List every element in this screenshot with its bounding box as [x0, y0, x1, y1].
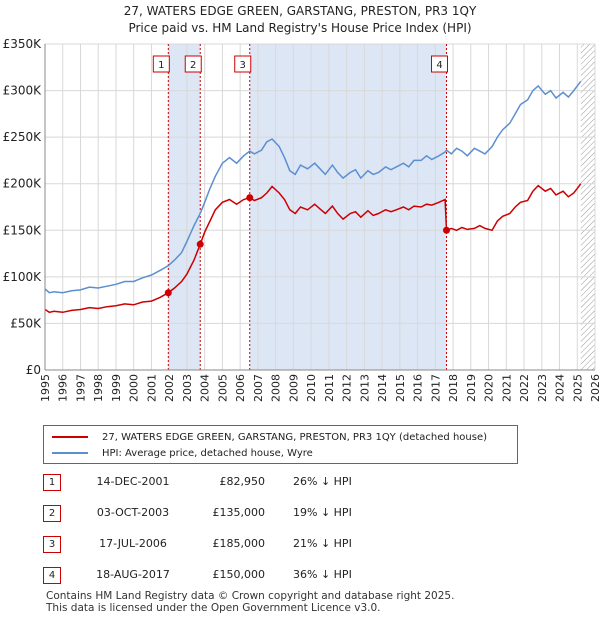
sale-date: 03-OCT-2003 — [96, 506, 170, 519]
sale-point — [246, 194, 254, 202]
sale-point — [164, 289, 172, 297]
x-tick-label: 2001 — [145, 374, 158, 402]
sale-price: £150,000 — [212, 568, 266, 581]
legend-item-property: 27, WATERS EDGE GREEN, GARSTANG, PRESTON… — [52, 430, 487, 444]
sale-point — [196, 240, 204, 248]
y-tick-label: £250K — [3, 130, 43, 144]
sale-number-badge: 1 — [43, 474, 61, 491]
x-tick-label: 2012 — [341, 374, 354, 402]
x-tick-label: 2013 — [358, 374, 371, 402]
x-tick-label: 2019 — [465, 374, 478, 402]
legend-swatch-hpi — [52, 452, 88, 454]
sale-label-box — [234, 55, 252, 73]
sale-price: £185,000 — [212, 537, 266, 550]
x-tick-label: 2003 — [181, 374, 194, 402]
sale-number-badge: 4 — [43, 567, 61, 584]
hpi-line — [44, 80, 582, 294]
legend-swatch-property — [52, 436, 88, 438]
sale-label-text: 3 — [240, 60, 246, 71]
x-tick-label: 2021 — [500, 374, 513, 402]
sale-price: £82,950 — [219, 475, 266, 488]
x-tick-label: 2016 — [412, 374, 425, 402]
legend-label-hpi: HPI: Average price, detached house, Wyre — [102, 447, 313, 459]
x-tick-label: 2010 — [305, 374, 318, 402]
sale-label-box — [184, 55, 202, 73]
y-tick-label: £150K — [3, 223, 43, 237]
price-chart: 1 2 3 4 £0 £50K £100K £150K £200K £250K £300K £350… — [3, 37, 600, 402]
y-tick-label: £100K — [3, 270, 43, 284]
x-tick-label: 2018 — [447, 374, 460, 402]
footer-copyright: Contains HM Land Registry data © Crown c… — [46, 590, 455, 602]
sale-label-box — [152, 55, 170, 73]
x-tick-label: 2024 — [554, 374, 567, 402]
footer-licence: This data is licensed under the Open Gov… — [46, 602, 381, 614]
x-tick-label: 2023 — [536, 374, 549, 402]
x-tick-label: 2020 — [483, 374, 496, 402]
sale-label-box — [431, 55, 448, 73]
x-tick-label: 2000 — [128, 374, 141, 402]
x-tick-label: 2009 — [287, 374, 300, 402]
x-tick-label: 1998 — [92, 374, 105, 402]
sale-price: £135,000 — [212, 506, 266, 519]
x-tick-label: 2008 — [270, 374, 283, 402]
x-tick-label: 1997 — [74, 374, 87, 402]
sale-date: 14-DEC-2001 — [96, 475, 170, 488]
x-tick-label: 2005 — [216, 374, 229, 402]
sale-row: 4 18-AUG-2017 £150,000 36% ↓ HPI — [43, 567, 523, 585]
legend-item-hpi: HPI: Average price, detached house, Wyre — [52, 446, 313, 460]
legend-label-property: 27, WATERS EDGE GREEN, GARSTANG, PRESTON… — [102, 431, 487, 443]
sale-row: 3 17-JUL-2006 £185,000 21% ↓ HPI — [43, 536, 523, 554]
x-tick-label: 2025 — [571, 374, 584, 402]
sale-hpi-diff: 26% ↓ HPI — [293, 475, 352, 488]
x-tick-label: 1996 — [57, 374, 70, 402]
sale-number-badge: 2 — [43, 505, 61, 522]
x-tick-label: 2002 — [163, 374, 176, 402]
property-price-line — [44, 183, 582, 314]
ownership-span — [168, 44, 201, 370]
y-tick-label: £300K — [3, 84, 43, 98]
x-tick-label: 2015 — [394, 374, 407, 402]
x-tick-label: 2026 — [589, 374, 600, 402]
y-tick-label: £0 — [26, 363, 41, 377]
y-tick-label: £200K — [3, 177, 43, 191]
x-tick-label: 2022 — [518, 374, 531, 402]
x-tick-label: 2014 — [376, 374, 389, 402]
x-tick-label: 2017 — [429, 374, 442, 402]
sale-point — [443, 226, 450, 234]
sale-number-badge: 3 — [43, 536, 61, 553]
chart-title-line1: 27, WATERS EDGE GREEN, GARSTANG, PRESTON… — [123, 4, 477, 18]
x-tick-label: 2004 — [199, 374, 212, 402]
chart-title-line2: Price paid vs. HM Land Registry's House … — [128, 21, 472, 35]
x-tick-label: 2006 — [234, 374, 247, 402]
sale-hpi-diff: 21% ↓ HPI — [293, 537, 352, 550]
sale-hpi-diff: 19% ↓ HPI — [293, 506, 352, 519]
x-tick-label: 1995 — [39, 374, 52, 402]
y-tick-label: £350K — [3, 37, 43, 51]
forecast-hatch — [580, 44, 595, 370]
chart-legend: 27, WATERS EDGE GREEN, GARSTANG, PRESTON… — [43, 425, 518, 464]
sale-row: 1 14-DEC-2001 £82,950 26% ↓ HPI — [43, 474, 523, 492]
x-tick-label: 2007 — [252, 374, 265, 402]
x-tick-label: 2011 — [323, 374, 336, 402]
sale-date: 17-JUL-2006 — [99, 537, 167, 550]
sale-label-text: 2 — [190, 60, 196, 71]
sale-label-text: 4 — [436, 60, 442, 71]
sale-label-text: 1 — [158, 60, 164, 71]
x-tick-label: 1999 — [110, 374, 123, 402]
sale-date: 18-AUG-2017 — [96, 568, 170, 581]
sale-row: 2 03-OCT-2003 £135,000 19% ↓ HPI — [43, 505, 523, 523]
y-tick-label: £50K — [10, 316, 42, 330]
sale-hpi-diff: 36% ↓ HPI — [293, 568, 352, 581]
